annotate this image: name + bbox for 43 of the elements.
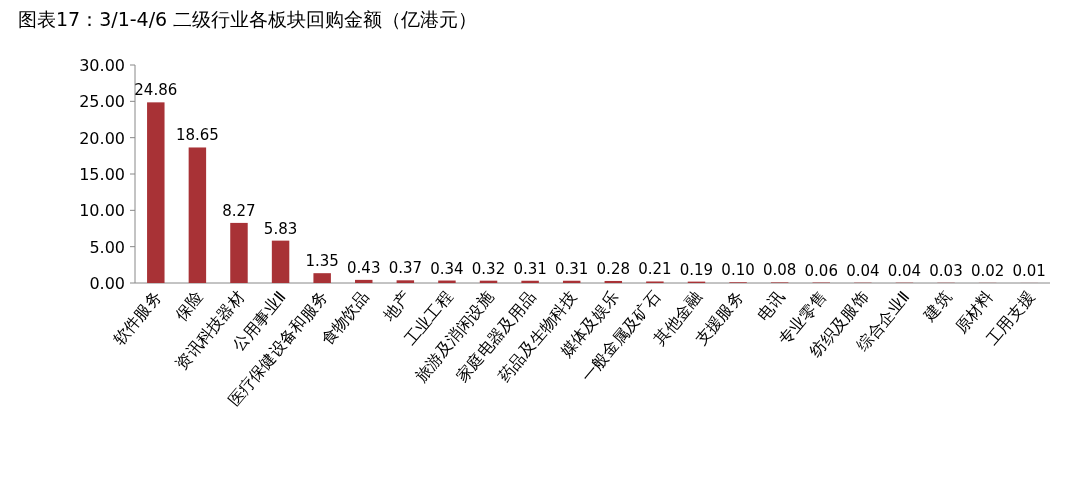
bar xyxy=(313,273,331,283)
bar xyxy=(521,280,539,283)
data-label: 0.43 xyxy=(347,258,381,277)
y-tick-label: 15.00 xyxy=(79,165,125,184)
x-tick-label: 地产 xyxy=(378,287,415,325)
data-label: 0.01 xyxy=(1012,261,1046,280)
y-tick-label: 20.00 xyxy=(79,128,125,148)
data-label: 0.06 xyxy=(804,261,838,280)
data-label: 0.02 xyxy=(970,261,1005,280)
data-label: 0.04 xyxy=(846,261,880,280)
x-tick-label: 保险 xyxy=(171,287,207,325)
y-tick-label: 30.00 xyxy=(79,56,125,75)
data-label: 0.19 xyxy=(679,260,714,279)
bar xyxy=(230,222,248,283)
data-label: 0.32 xyxy=(471,259,506,278)
data-label: 0.08 xyxy=(762,261,797,280)
bar xyxy=(604,280,623,283)
data-label: 0.37 xyxy=(388,259,423,278)
y-tick-label: 10.00 xyxy=(79,201,125,221)
data-label: 8.27 xyxy=(222,201,256,220)
data-label: 0.31 xyxy=(555,259,589,278)
bar xyxy=(355,279,373,283)
data-label: 0.04 xyxy=(887,261,922,280)
bar xyxy=(271,240,290,283)
bar xyxy=(396,280,415,283)
data-label: 18.65 xyxy=(175,126,219,145)
data-label: 0.10 xyxy=(721,261,755,280)
y-tick-label: 5.00 xyxy=(89,237,125,257)
bar xyxy=(147,102,165,283)
chart-title: 图表17：3/1-4/6 二级行业各板块回购金额（亿港元） xyxy=(18,8,478,30)
bar xyxy=(188,147,207,283)
data-label: 0.34 xyxy=(430,259,464,278)
x-tick-label: 电讯 xyxy=(753,287,789,325)
data-label: 5.83 xyxy=(263,219,298,238)
data-label: 0.21 xyxy=(638,260,672,279)
data-label: 0.03 xyxy=(929,261,963,280)
x-tick-label: 建筑 xyxy=(919,287,956,325)
data-label: 0.31 xyxy=(513,259,547,278)
data-label: 24.86 xyxy=(134,81,178,100)
y-tick-label: 25.00 xyxy=(79,92,125,112)
data-label: 0.28 xyxy=(596,259,630,278)
y-tick-label: 0.00 xyxy=(89,274,125,293)
data-label: 1.35 xyxy=(305,252,339,271)
